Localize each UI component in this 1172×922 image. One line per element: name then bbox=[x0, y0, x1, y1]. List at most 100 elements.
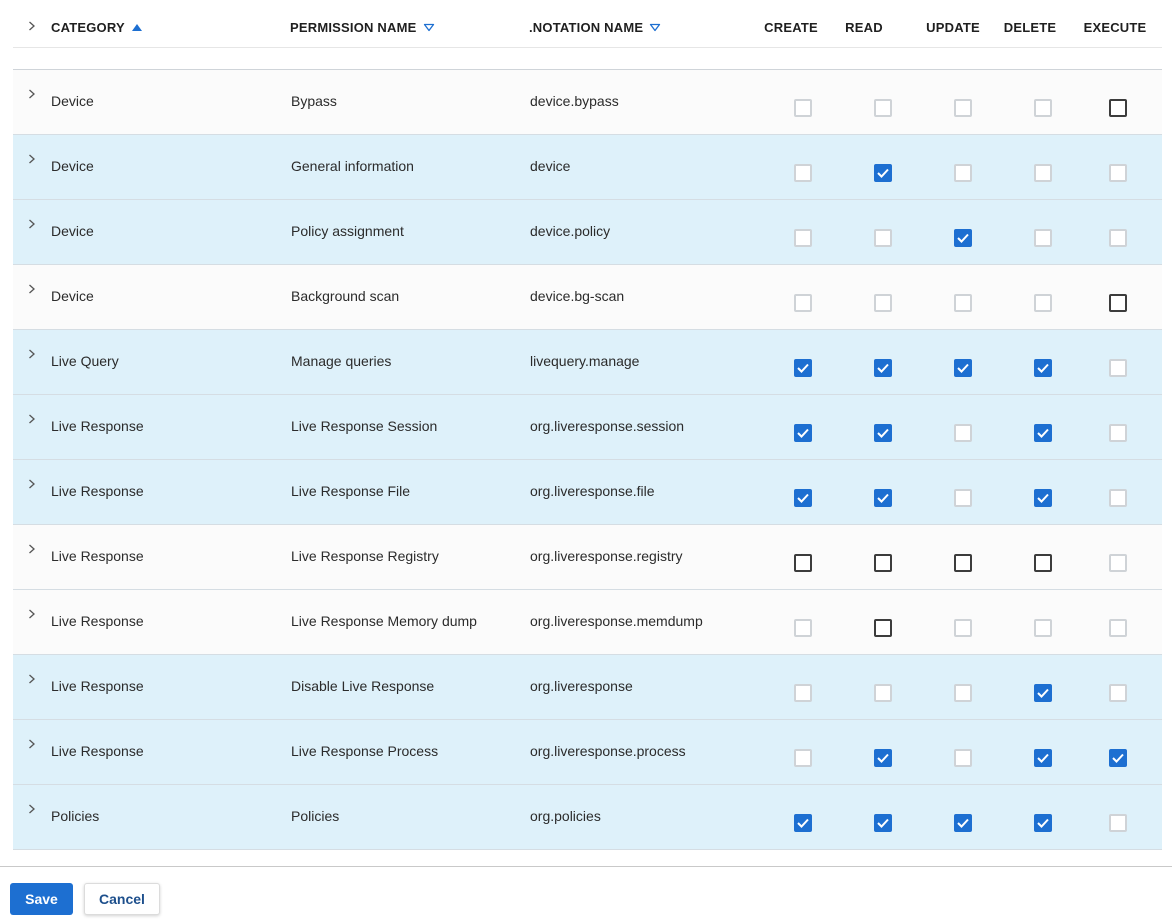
expand-chevron-icon[interactable] bbox=[25, 87, 39, 101]
notation-name-cell: org.liveresponse.process bbox=[530, 743, 686, 759]
update-checkbox[interactable] bbox=[954, 814, 972, 832]
column-header-category[interactable]: CATEGORY bbox=[51, 20, 143, 35]
column-header-execute: EXECUTE bbox=[1083, 20, 1147, 35]
read-checkbox bbox=[874, 99, 892, 117]
expand-chevron-icon[interactable] bbox=[25, 477, 39, 491]
column-header-read: READ bbox=[845, 20, 883, 35]
create-checkbox[interactable] bbox=[794, 489, 812, 507]
expand-chevron-icon[interactable] bbox=[25, 542, 39, 556]
table-row[interactable]: Device Background scan device.bg-scan bbox=[13, 265, 1162, 330]
checkmark-icon bbox=[957, 233, 969, 243]
delete-checkbox bbox=[1034, 99, 1052, 117]
delete-checkbox[interactable] bbox=[1034, 359, 1052, 377]
read-checkbox[interactable] bbox=[874, 619, 892, 637]
permission-name-cell: Disable Live Response bbox=[291, 678, 435, 694]
update-checkbox bbox=[954, 424, 972, 442]
checkmark-icon bbox=[797, 428, 809, 438]
expand-chevron-icon[interactable] bbox=[25, 152, 39, 166]
create-checkbox bbox=[794, 749, 812, 767]
permission-name-cell: Live Response Session bbox=[291, 418, 438, 434]
execute-checkbox bbox=[1109, 554, 1127, 572]
table-row[interactable]: Live Response Live Response Session org.li… bbox=[13, 395, 1162, 460]
read-checkbox bbox=[874, 684, 892, 702]
category-cell: Device bbox=[51, 93, 94, 109]
expand-chevron-icon[interactable] bbox=[25, 737, 39, 751]
checkmark-icon bbox=[877, 363, 889, 373]
execute-checkbox[interactable] bbox=[1109, 294, 1127, 312]
category-cell: Live Response bbox=[51, 418, 144, 434]
notation-name-cell: livequery.manage bbox=[530, 353, 640, 369]
checkmark-icon bbox=[1112, 753, 1124, 763]
table-row[interactable]: Device Bypass device.bypass bbox=[13, 70, 1162, 135]
read-checkbox[interactable] bbox=[874, 164, 892, 182]
create-checkbox[interactable] bbox=[794, 814, 812, 832]
update-checkbox[interactable] bbox=[954, 359, 972, 377]
read-checkbox[interactable] bbox=[874, 814, 892, 832]
create-checkbox[interactable] bbox=[794, 359, 812, 377]
execute-checkbox bbox=[1109, 229, 1127, 247]
update-checkbox[interactable] bbox=[954, 229, 972, 247]
cancel-button[interactable]: Cancel bbox=[84, 883, 160, 915]
read-checkbox[interactable] bbox=[874, 489, 892, 507]
table-row[interactable]: Live Response Live Response File org.liver… bbox=[13, 460, 1162, 525]
update-checkbox[interactable] bbox=[954, 554, 972, 572]
delete-checkbox[interactable] bbox=[1034, 749, 1052, 767]
notation-name-cell: device bbox=[530, 158, 571, 174]
checkmark-icon bbox=[1037, 753, 1049, 763]
update-checkbox bbox=[954, 99, 972, 117]
delete-checkbox[interactable] bbox=[1034, 424, 1052, 442]
column-header-permission-name[interactable]: PERMISSION NAME bbox=[290, 20, 435, 35]
delete-checkbox[interactable] bbox=[1034, 684, 1052, 702]
save-button[interactable]: Save bbox=[10, 883, 73, 915]
expand-chevron-icon[interactable] bbox=[25, 607, 39, 621]
read-checkbox bbox=[874, 229, 892, 247]
sort-ascending-icon[interactable] bbox=[131, 23, 143, 32]
permission-name-cell: Live Response Registry bbox=[291, 548, 439, 564]
execute-checkbox bbox=[1109, 489, 1127, 507]
expand-chevron-icon[interactable] bbox=[25, 347, 39, 361]
permission-name-cell: General information bbox=[291, 158, 414, 174]
permission-name-cell: Manage queries bbox=[291, 353, 392, 369]
expand-chevron-icon[interactable] bbox=[25, 412, 39, 426]
expand-chevron-icon[interactable] bbox=[25, 217, 39, 231]
delete-checkbox[interactable] bbox=[1034, 489, 1052, 507]
create-checkbox[interactable] bbox=[794, 554, 812, 572]
table-row[interactable]: Live Response Live Response Memory dump or… bbox=[13, 590, 1162, 655]
execute-checkbox bbox=[1109, 814, 1127, 832]
execute-checkbox[interactable] bbox=[1109, 99, 1127, 117]
execute-checkbox bbox=[1109, 684, 1127, 702]
create-checkbox bbox=[794, 99, 812, 117]
table-row[interactable]: Policies Policies org.policies bbox=[13, 785, 1162, 850]
table-row[interactable]: Device General information device bbox=[13, 135, 1162, 200]
expand-chevron-icon[interactable] bbox=[25, 282, 39, 296]
table-row[interactable]: Live Query Manage queries livequery.manage bbox=[13, 330, 1162, 395]
notation-name-cell: org.liveresponse bbox=[530, 678, 633, 694]
execute-checkbox[interactable] bbox=[1109, 749, 1127, 767]
notation-name-cell: org.liveresponse.session bbox=[530, 418, 685, 434]
footer-divider bbox=[0, 866, 1172, 867]
expand-all-chevron-icon[interactable] bbox=[25, 19, 39, 33]
column-header-notation-name[interactable]: .NOTATION NAME bbox=[529, 20, 661, 35]
table-row[interactable]: Live Response Disable Live Response org.li… bbox=[13, 655, 1162, 720]
read-checkbox[interactable] bbox=[874, 554, 892, 572]
permission-name-cell: Live Response Process bbox=[291, 743, 439, 759]
delete-checkbox[interactable] bbox=[1034, 814, 1052, 832]
execute-checkbox bbox=[1109, 359, 1127, 377]
read-checkbox[interactable] bbox=[874, 424, 892, 442]
sort-descending-icon[interactable] bbox=[649, 23, 661, 32]
category-cell: Live Response bbox=[51, 483, 144, 499]
delete-checkbox bbox=[1034, 619, 1052, 637]
table-row[interactable]: Live Response Live Response Process org.li… bbox=[13, 720, 1162, 785]
read-checkbox[interactable] bbox=[874, 749, 892, 767]
create-checkbox[interactable] bbox=[794, 424, 812, 442]
delete-checkbox[interactable] bbox=[1034, 554, 1052, 572]
checkmark-icon bbox=[877, 818, 889, 828]
table-row[interactable]: Device Policy assignment device.policy bbox=[13, 200, 1162, 265]
checkmark-icon bbox=[1037, 818, 1049, 828]
sort-descending-icon[interactable] bbox=[423, 23, 435, 32]
table-row[interactable]: Live Response Live Response Registry org.l… bbox=[13, 525, 1162, 590]
notation-name-cell: device.bypass bbox=[530, 93, 619, 109]
read-checkbox[interactable] bbox=[874, 359, 892, 377]
expand-chevron-icon[interactable] bbox=[25, 672, 39, 686]
expand-chevron-icon[interactable] bbox=[25, 802, 39, 816]
